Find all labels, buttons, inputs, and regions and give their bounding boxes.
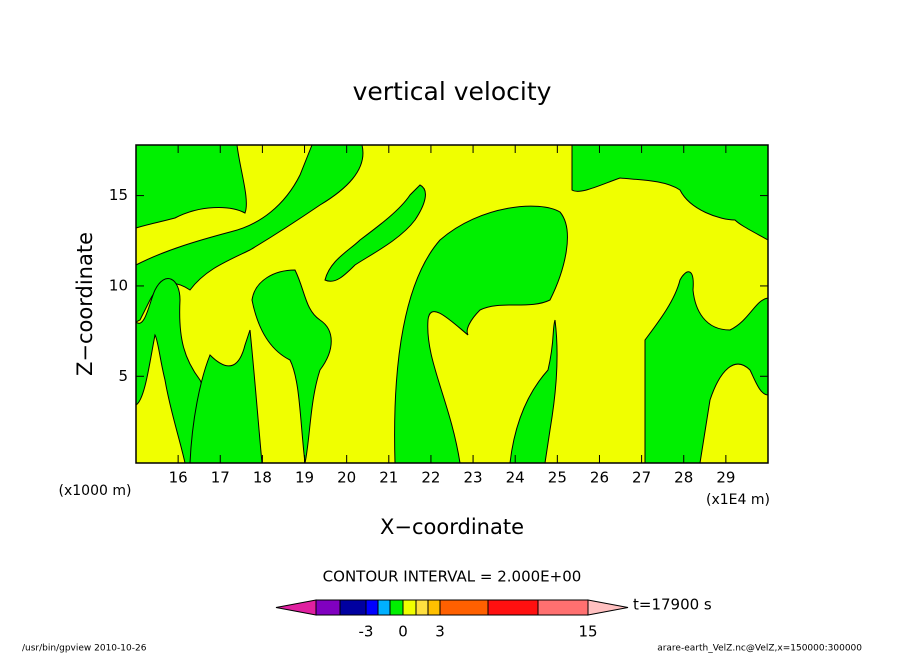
x-tick-label: 23 (464, 469, 483, 487)
footer-left: /usr/bin/gpview 2010-10-26 (22, 644, 147, 654)
x-tick-label: 22 (421, 469, 440, 487)
x-tick-label: 17 (211, 469, 230, 487)
field-negative (136, 145, 247, 229)
x-tick-label: 26 (590, 469, 609, 487)
field-negative (509, 319, 558, 463)
colorbar-tick-label: -3 (359, 623, 374, 641)
chart-title: vertical velocity (353, 77, 552, 106)
colorbar-segment (315, 599, 341, 616)
y-axis-label: Z−coordinate (73, 232, 97, 376)
field-negative (324, 184, 426, 282)
y-tick-label: 10 (109, 276, 128, 294)
y-unit: (x1000 m) (59, 483, 132, 499)
y-tick-label: 15 (109, 186, 128, 204)
x-unit: (x1E4 m) (706, 492, 770, 508)
colorbar-segment (339, 599, 367, 616)
footer-right: arare-earth_VelZ.nc@VelZ,x=150000:300000 (657, 644, 862, 654)
x-tick-label: 25 (548, 469, 567, 487)
field-negative (136, 145, 364, 323)
x-tick-label: 16 (169, 469, 188, 487)
x-tick-label: 27 (632, 469, 651, 487)
colorbar-segment (427, 599, 441, 616)
colorbar-segment (365, 599, 379, 616)
field-negative (251, 269, 332, 463)
x-tick-label: 19 (295, 469, 314, 487)
x-tick-label: 18 (253, 469, 272, 487)
colorbar-segment (537, 599, 589, 616)
colorbar-segment (439, 599, 489, 616)
plot-frame (135, 144, 769, 464)
field-negative (189, 329, 263, 463)
colorbar-tick-label: 3 (435, 623, 445, 641)
colorbar-under (275, 599, 317, 616)
x-tick-label: 28 (674, 469, 693, 487)
colorbar-segment (487, 599, 539, 616)
x-tick-label: 24 (506, 469, 525, 487)
x-tick-label: 20 (337, 469, 356, 487)
colorbar-segment (402, 599, 417, 616)
field-negative (644, 271, 768, 463)
colorbar-segment (389, 599, 404, 616)
field-negative (571, 145, 768, 241)
colorbar-over (587, 599, 629, 616)
y-tick-label: 5 (118, 367, 128, 385)
contour-field (136, 145, 768, 463)
x-axis-label: X−coordinate (380, 515, 524, 539)
colorbar-segment (377, 599, 391, 616)
colorbar-tick-label: 15 (578, 623, 597, 641)
colorbar-segment (415, 599, 429, 616)
x-tick-label: 29 (716, 469, 735, 487)
contour-interval: CONTOUR INTERVAL = 2.000E+00 (323, 568, 582, 586)
x-tick-label: 21 (379, 469, 398, 487)
colorbar-tick-label: 0 (398, 623, 408, 641)
colorbar: -3 0 3 15 (275, 599, 629, 641)
field-negative (394, 205, 568, 463)
time-label: t=17900 s (633, 596, 712, 614)
